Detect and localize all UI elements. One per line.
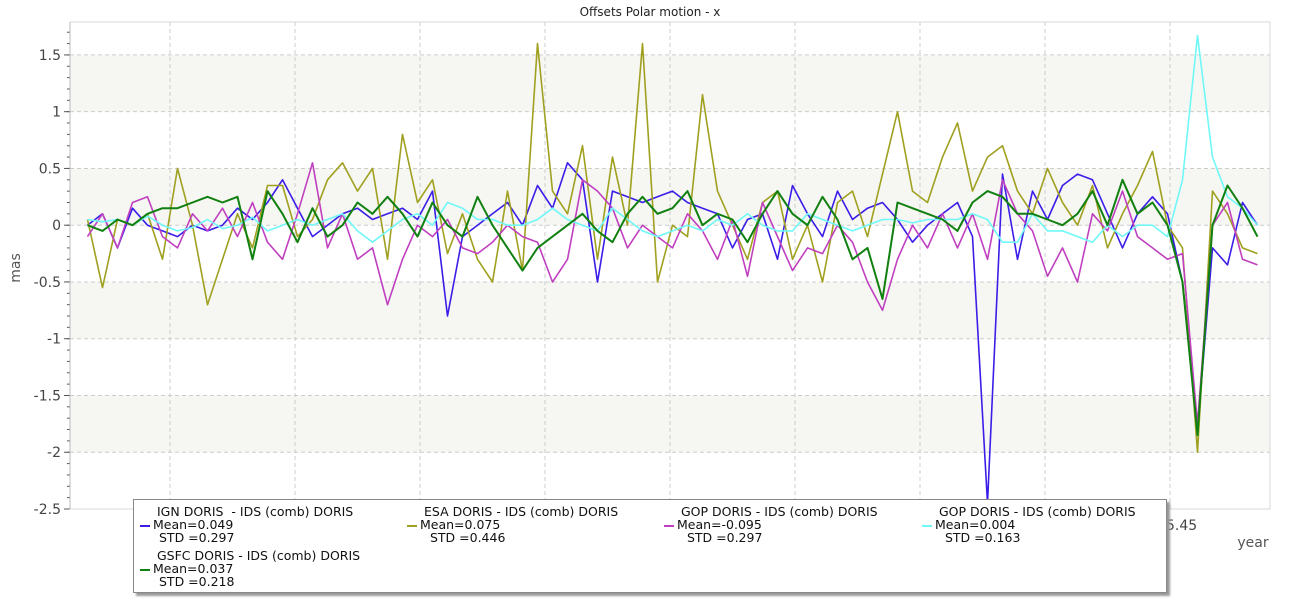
legend-std: STD =0.163: [941, 530, 1021, 545]
legend-mean: Mean=0.049: [153, 517, 234, 532]
chart-title: Offsets Polar motion - x: [580, 5, 721, 19]
legend-series-name: ESA DORIS - IDS (comb) DORIS: [424, 504, 619, 519]
legend-entry-ign: IGN DORIS - IDS (comb) DORIS Mean=0.049 …: [137, 505, 353, 544]
y-tick-label: 0: [52, 218, 61, 234]
legend-mean: Mean=0.075: [420, 517, 501, 532]
legend-std: STD =0.218: [159, 574, 235, 589]
series-line-0: [87, 162, 1259, 505]
series-line-2: [86, 162, 1258, 425]
legend-swatch: [407, 524, 417, 527]
plot-band: [70, 54, 1270, 112]
legend-mean: Mean=0.004: [935, 517, 1016, 532]
legend-entry-gop: GOP DORIS - IDS (comb) DORIS Mean=-0.095…: [661, 505, 878, 544]
y-tick-label: -2: [47, 445, 61, 461]
legend-series-name: GSFC DORIS - IDS (comb) DORIS: [157, 548, 361, 563]
y-tick-label: -2.5: [34, 502, 61, 518]
legend-swatch: [140, 568, 150, 571]
legend-mean: Mean=-0.095: [677, 517, 762, 532]
y-tick-label: -1: [47, 332, 61, 348]
legend: IGN DORIS - IDS (comb) DORIS Mean=0.049 …: [133, 499, 1167, 593]
legend-series-name: GOP DORIS - IDS (comb) DORIS: [939, 504, 1136, 519]
y-tick-label: 1.5: [39, 48, 61, 64]
legend-mean: Mean=0.037: [153, 561, 234, 576]
y-tick-label: 0.5: [39, 161, 61, 177]
legend-std: STD =0.446: [426, 530, 506, 545]
y-tick-label: -0.5: [34, 275, 61, 291]
legend-series-name: IGN DORIS - IDS (comb) DORIS: [157, 504, 354, 519]
y-axis-label: mas: [8, 253, 24, 283]
legend-swatch: [140, 524, 150, 527]
legend-swatch: [664, 524, 674, 527]
legend-entry-gop-2: GOP DORIS - IDS (comb) DORIS Mean=0.004 …: [919, 505, 1136, 544]
legend-std: STD =0.297: [683, 530, 763, 545]
series-line-3: [87, 34, 1259, 243]
series-line-1: [86, 42, 1258, 454]
legend-std: STD =0.297: [159, 530, 235, 545]
y-tick-label: 1: [52, 105, 61, 121]
legend-entry-esa: ESA DORIS - IDS (comb) DORIS Mean=0.075 …: [404, 505, 618, 544]
x-tick-label: 5.45: [1166, 518, 1197, 534]
x-axis-label: year: [1237, 535, 1268, 551]
legend-entry-gsfc: GSFC DORIS - IDS (comb) DORIS Mean=0.037…: [137, 549, 360, 588]
legend-swatch: [922, 524, 932, 527]
y-tick-label: -1.5: [34, 388, 61, 404]
series-line-4: [87, 178, 1259, 437]
legend-series-name: GOP DORIS - IDS (comb) DORIS: [681, 504, 878, 519]
